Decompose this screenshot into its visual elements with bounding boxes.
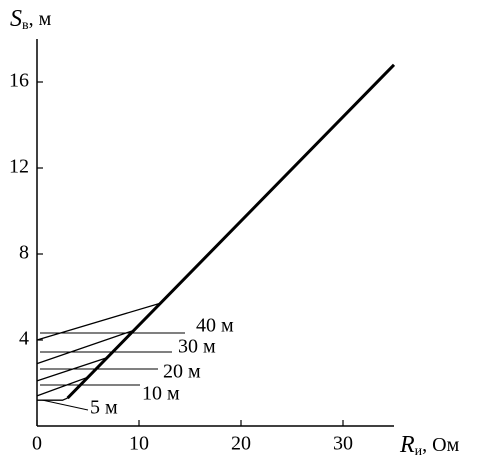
y-unit: , м bbox=[29, 8, 52, 30]
y-subscript: в bbox=[22, 18, 29, 33]
y-tick-label: 16 bbox=[9, 70, 29, 92]
series-label: 20 м bbox=[163, 361, 201, 383]
y-axis-label: Sв, м bbox=[10, 6, 52, 34]
series-label: 40 м bbox=[196, 315, 234, 337]
y-tick-label: 12 bbox=[9, 156, 29, 178]
x-axis-label: Rи, Ом bbox=[399, 432, 460, 460]
series-line bbox=[36, 302, 160, 341]
x-subscript: и bbox=[415, 444, 423, 459]
x-symbol: R bbox=[399, 432, 415, 458]
series-label: 5 м bbox=[90, 397, 118, 419]
series-label: 10 м bbox=[142, 383, 180, 405]
x-unit: , Ом bbox=[422, 434, 459, 456]
series-line bbox=[37, 397, 68, 401]
series-label: 30 м bbox=[178, 336, 216, 358]
series-line bbox=[36, 376, 89, 397]
y-symbol: S bbox=[10, 6, 22, 32]
series-line bbox=[36, 329, 135, 365]
y-tick-label: 8 bbox=[19, 242, 29, 264]
x-tick-label: 0 bbox=[32, 433, 42, 455]
series-line bbox=[66, 63, 396, 400]
x-tick-label: 30 bbox=[333, 433, 353, 455]
y-tick-label: 4 bbox=[19, 328, 29, 350]
x-tick-label: 20 bbox=[231, 433, 251, 455]
leader-line bbox=[41, 399, 89, 411]
x-tick-label: 10 bbox=[129, 433, 149, 455]
